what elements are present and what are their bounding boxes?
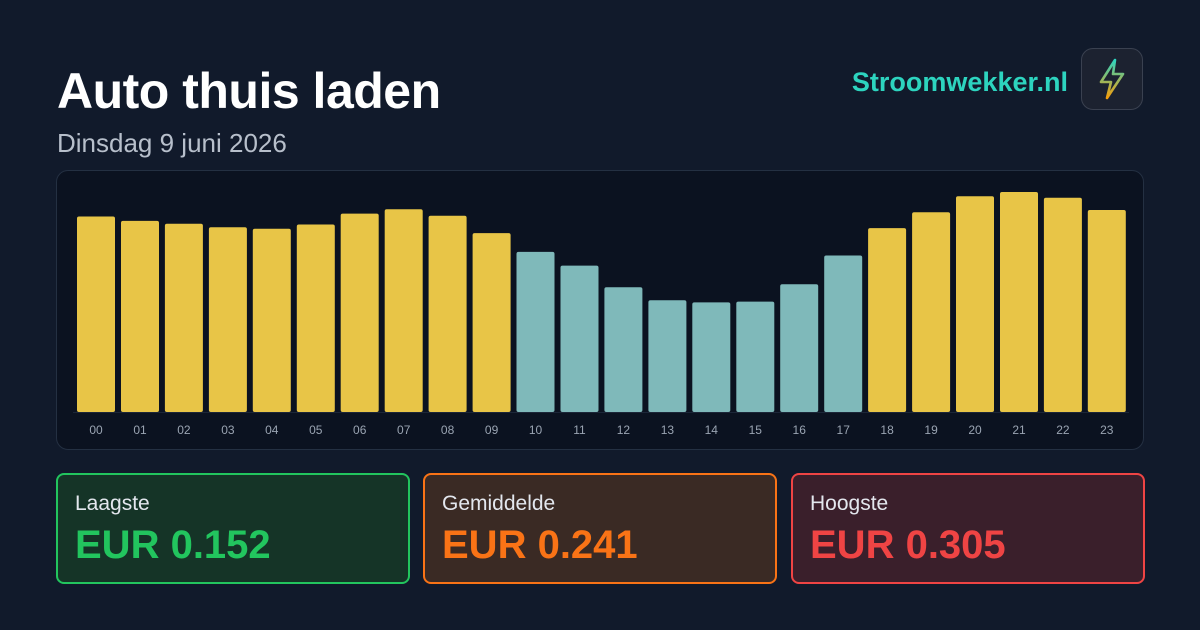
bar-hour-14[interactable] (692, 302, 731, 412)
tick-label-01: 01 (133, 423, 147, 437)
brand-logo[interactable] (1081, 48, 1143, 110)
tick-label-13: 13 (661, 423, 675, 437)
bar-hour-05[interactable] (296, 224, 335, 413)
tick-label-09: 09 (485, 423, 499, 437)
page-title: Auto thuis laden (57, 63, 441, 119)
bar-hour-18[interactable] (868, 228, 907, 412)
bar-hour-08[interactable] (428, 215, 467, 412)
bar-hour-11[interactable] (560, 265, 599, 412)
tick-label-10: 10 (529, 423, 543, 437)
tick-label-21: 21 (1012, 423, 1026, 437)
tick-label-02: 02 (177, 423, 191, 437)
lightning-bolt-icon (1099, 58, 1125, 100)
bar-hour-16[interactable] (780, 284, 819, 412)
tick-label-05: 05 (309, 423, 323, 437)
tick-label-23: 23 (1100, 423, 1114, 437)
tick-label-12: 12 (617, 423, 631, 437)
tick-label-16: 16 (793, 423, 807, 437)
bar-hour-06[interactable] (340, 213, 379, 412)
bar-hour-07[interactable] (384, 209, 423, 412)
tick-label-18: 18 (880, 423, 894, 437)
price-chart-panel: 00 01 02 03 04 05 06 07 08 09 10 11 12 13 14 15 16 17 18 19… (56, 170, 1144, 450)
tick-label-15: 15 (749, 423, 763, 437)
average-price-label: Gemiddelde (442, 492, 556, 515)
tick-label-03: 03 (221, 423, 235, 437)
tick-label-17: 17 (837, 423, 851, 437)
bar-hour-13[interactable] (648, 300, 687, 412)
tick-label-07: 07 (397, 423, 411, 437)
bar-hour-09[interactable] (472, 233, 511, 412)
tick-label-22: 22 (1056, 423, 1070, 437)
bar-hour-10[interactable] (516, 251, 555, 412)
bar-hour-12[interactable] (604, 287, 643, 412)
lowest-price-label: Laagste (75, 492, 150, 515)
bar-hour-03[interactable] (208, 227, 247, 412)
tick-label-06: 06 (353, 423, 367, 437)
bar-hour-04[interactable] (252, 228, 291, 412)
tick-label-14: 14 (705, 423, 719, 437)
lowest-price-value: EUR 0.152 (75, 523, 271, 567)
page-subtitle: Dinsdag 9 juni 2026 (57, 128, 287, 158)
bar-hour-00[interactable] (77, 216, 115, 413)
bar-hour-22[interactable] (1043, 197, 1082, 412)
bar-hour-02[interactable] (164, 223, 203, 412)
bar-hour-20[interactable] (956, 196, 994, 412)
tick-label-19: 19 (924, 423, 938, 437)
bar-hour-15[interactable] (736, 301, 775, 412)
bar-hour-21[interactable] (1000, 192, 1038, 412)
tick-label-11: 11 (573, 423, 586, 437)
bar-hour-17[interactable] (824, 255, 863, 413)
bar-hour-23[interactable] (1087, 210, 1126, 412)
lowest-price-card: Laagste EUR 0.152 (56, 473, 410, 584)
brand-name[interactable]: Stroomwekker.nl (851, 67, 1068, 97)
highest-price-label: Hoogste (810, 492, 889, 515)
highest-price-value: EUR 0.305 (810, 523, 1006, 567)
average-price-value: EUR 0.241 (442, 523, 638, 567)
highest-price-card: Hoogste EUR 0.305 (791, 473, 1145, 584)
bar-hour-19[interactable] (912, 212, 951, 412)
tick-label-08: 08 (441, 423, 455, 437)
bar-hour-01[interactable] (121, 220, 159, 412)
tick-label-00: 00 (89, 423, 103, 437)
average-price-card: Gemiddelde EUR 0.241 (423, 473, 777, 584)
hourly-price-chart: 00 01 02 03 04 05 06 07 08 09 10 11 12 13 14 15 16 17 18 19… (73, 192, 1129, 437)
tick-label-04: 04 (265, 423, 279, 437)
tick-label-20: 20 (968, 423, 982, 437)
